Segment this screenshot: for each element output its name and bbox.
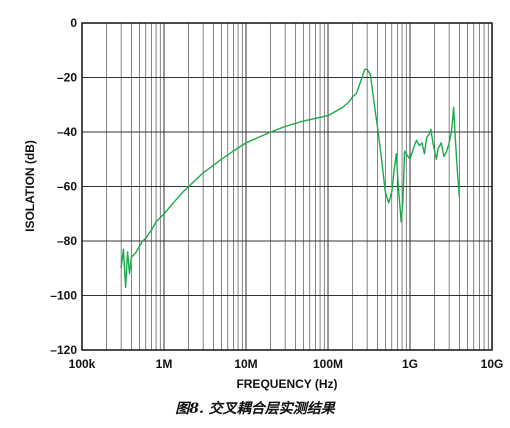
series-line: [120, 68, 461, 288]
y-tick-label: 0: [70, 16, 77, 30]
y-tick-label: –120: [50, 343, 77, 357]
y-tick-label: –100: [50, 289, 77, 303]
plot-frame: [81, 22, 493, 351]
x-tick-labels: 100k 1M 10M 100M 1G 10G: [69, 357, 504, 371]
x-axis-title: FREQUENCY (Hz): [236, 377, 337, 391]
x-tick-label: 1M: [156, 357, 173, 371]
x-tick-label: 1G: [402, 357, 418, 371]
x-tick-label: 100M: [313, 357, 343, 371]
y-tick-label: –20: [57, 71, 77, 85]
x-tick-label: 100k: [69, 357, 96, 371]
y-tick-label: –80: [57, 234, 77, 248]
grid: [81, 22, 492, 351]
y-tick-label: –60: [57, 180, 77, 194]
y-axis-title: ISOLATION (dB): [23, 140, 37, 232]
isolation-chart: 100k 1M 10M 100M 1G 10G 0 –20 –40 –60 –80 –100 –120…: [23, 16, 504, 391]
y-tick-labels: 0 –20 –40 –60 –80 –100 –120: [50, 16, 77, 357]
figure-caption: 图8. 交叉耦合层实测结果: [175, 401, 335, 417]
x-tick-label: 10M: [234, 357, 257, 371]
y-tick-label: –40: [57, 125, 77, 139]
x-tick-label: 10G: [481, 357, 504, 371]
